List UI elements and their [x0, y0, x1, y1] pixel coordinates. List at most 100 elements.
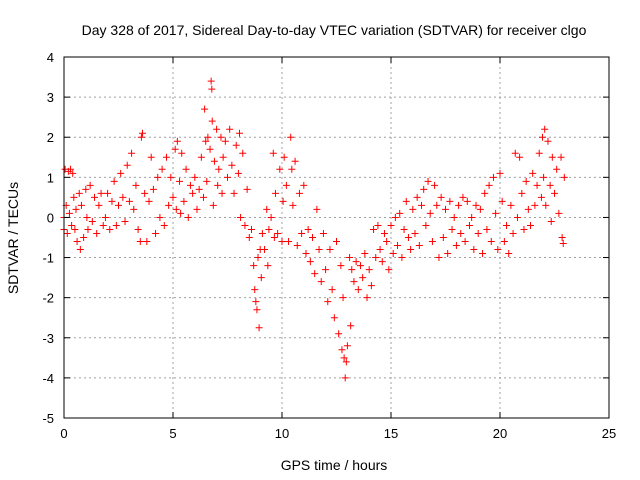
data-point	[239, 149, 247, 157]
data-point	[442, 205, 449, 213]
data-point	[265, 225, 273, 233]
data-point	[69, 169, 77, 177]
data-point	[527, 221, 535, 229]
data-point	[522, 177, 530, 185]
data-point	[516, 153, 524, 161]
data-point	[411, 229, 419, 237]
data-point	[128, 149, 136, 157]
data-point	[350, 278, 358, 286]
data-point	[245, 234, 253, 241]
data-point	[481, 189, 489, 197]
x-tick-label: 10	[275, 426, 289, 441]
data-point	[70, 193, 78, 201]
data-point	[71, 225, 79, 233]
data-point	[251, 286, 259, 294]
data-point	[474, 229, 482, 237]
data-point	[335, 330, 343, 338]
data-point	[391, 213, 399, 221]
y-tick-label: -3	[42, 331, 54, 346]
data-point	[540, 173, 548, 181]
data-point	[333, 238, 340, 246]
data-point	[513, 213, 521, 221]
data-point	[171, 145, 179, 153]
data-point	[492, 209, 500, 217]
data-point	[378, 258, 386, 266]
data-point	[338, 346, 346, 354]
data-point	[363, 294, 371, 302]
data-point	[457, 229, 465, 237]
data-point	[184, 213, 192, 221]
chart-title: Day 328 of 2017, Sidereal Day-to-day VTE…	[82, 22, 587, 38]
data-point	[182, 165, 190, 173]
data-point	[255, 324, 263, 332]
data-point	[235, 129, 243, 137]
data-point	[173, 137, 181, 145]
data-point	[396, 209, 404, 217]
data-point	[208, 85, 216, 93]
data-point	[112, 221, 120, 229]
data-point	[84, 225, 92, 233]
data-point	[542, 201, 550, 209]
data-point	[177, 209, 185, 217]
data-point	[293, 242, 301, 250]
data-point	[359, 274, 367, 282]
data-point	[274, 229, 282, 237]
data-point	[224, 173, 231, 181]
data-point	[104, 189, 112, 197]
data-point	[354, 286, 362, 294]
data-point	[347, 322, 355, 330]
data-point	[147, 153, 155, 161]
data-point	[130, 205, 138, 213]
data-point	[119, 193, 127, 201]
data-point	[73, 238, 81, 246]
data-point	[342, 358, 350, 366]
data-point	[346, 254, 354, 262]
data-point	[479, 250, 487, 258]
data-point	[476, 205, 484, 213]
data-point	[189, 189, 197, 197]
data-point	[376, 246, 384, 254]
data-point	[65, 209, 73, 217]
data-point	[254, 254, 262, 262]
data-point	[158, 165, 166, 173]
data-point	[237, 213, 245, 221]
y-tick-label: 3	[47, 90, 54, 105]
data-point	[156, 213, 164, 221]
data-point	[287, 133, 295, 141]
data-point	[505, 250, 513, 258]
y-tick-label: -1	[42, 251, 54, 266]
data-point	[413, 193, 421, 201]
data-point	[322, 266, 330, 274]
data-point	[215, 165, 223, 173]
y-tick-label: 0	[47, 210, 54, 225]
data-point	[560, 173, 568, 181]
data-point	[257, 274, 265, 282]
data-point	[459, 193, 467, 201]
data-point	[330, 314, 338, 322]
data-point	[243, 185, 251, 193]
x-tick-label: 5	[169, 426, 176, 441]
x-tick-label: 15	[384, 426, 398, 441]
data-point	[76, 246, 84, 254]
data-point	[448, 225, 456, 233]
data-point	[446, 197, 454, 205]
data-point	[99, 221, 107, 229]
data-point	[483, 225, 491, 233]
data-point	[374, 221, 382, 229]
data-point	[180, 197, 188, 205]
data-point	[267, 213, 275, 221]
data-point	[169, 193, 177, 201]
data-point	[206, 145, 214, 153]
data-point	[269, 149, 277, 157]
data-point	[75, 189, 83, 197]
data-point	[226, 125, 234, 133]
data-point	[145, 197, 153, 205]
data-point	[278, 238, 286, 246]
data-point	[176, 177, 184, 185]
data-point	[465, 221, 473, 229]
data-point	[172, 205, 180, 213]
data-point	[77, 201, 85, 209]
data-point	[68, 221, 76, 229]
data-point	[520, 225, 528, 233]
data-point	[326, 246, 334, 254]
